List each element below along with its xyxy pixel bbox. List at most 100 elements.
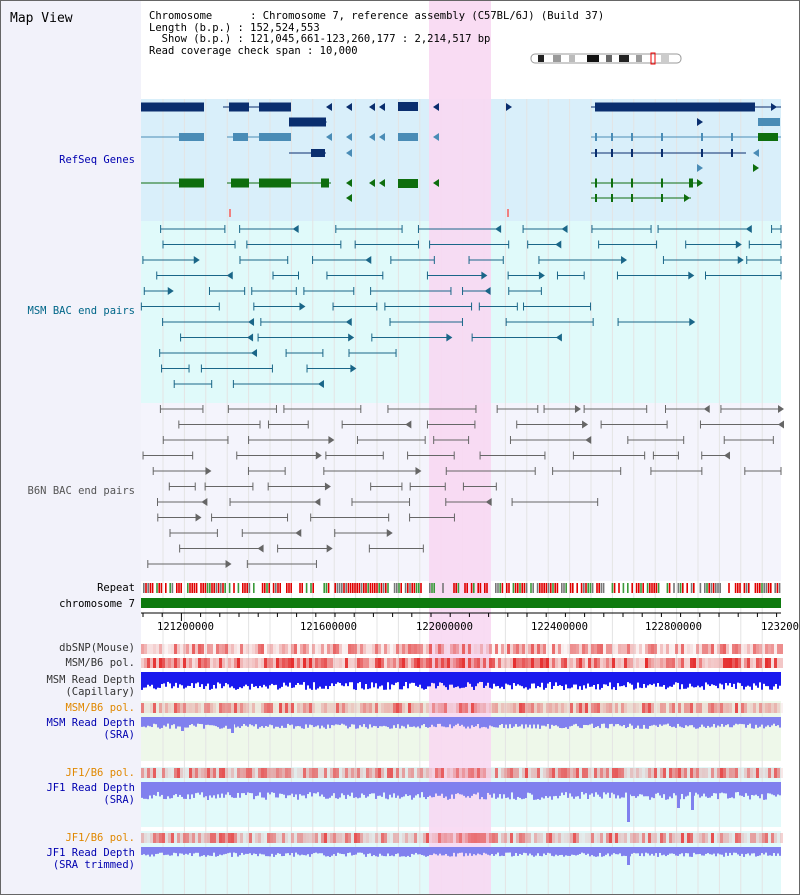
heat-cell — [753, 833, 756, 843]
depth-bar — [465, 672, 467, 687]
depth-bar — [227, 847, 229, 854]
depth-bar — [187, 717, 189, 728]
heat-cell — [633, 703, 636, 713]
depth-bar — [589, 847, 591, 857]
depth-bar — [719, 672, 721, 684]
depth-bar — [681, 782, 683, 794]
heat-cell — [357, 703, 360, 713]
label-msm-bac[interactable]: MSM BAC end pairs — [27, 305, 135, 317]
heat-cell — [612, 658, 615, 668]
depth-bar — [697, 782, 699, 795]
heat-cell — [168, 768, 171, 778]
depth-bar — [467, 717, 469, 727]
depth-bar — [333, 672, 335, 687]
depth-bar — [481, 782, 483, 798]
depth-bar — [407, 717, 409, 725]
depth-bar — [719, 717, 721, 727]
depth-bar — [391, 717, 393, 729]
heat-cell — [357, 658, 360, 668]
depth-bar — [375, 782, 377, 799]
heat-cell — [180, 644, 183, 654]
heat-cell — [522, 833, 525, 843]
depth-bar — [583, 672, 585, 686]
depth-bar — [669, 782, 671, 797]
label-refseq[interactable]: RefSeq Genes — [59, 154, 135, 166]
depth-bar — [453, 717, 455, 727]
heat-cell — [465, 644, 468, 654]
depth-bar — [355, 782, 357, 798]
depth-bar — [525, 847, 527, 854]
heat-cell — [264, 768, 267, 778]
msm-bac-track — [140, 225, 782, 388]
depth-bar — [705, 847, 707, 854]
repeat-mark — [539, 583, 541, 593]
depth-bar — [233, 672, 235, 689]
heat-cell — [750, 658, 753, 668]
depth-bar — [257, 782, 259, 796]
heat-cell — [630, 644, 633, 654]
depth-bar — [511, 672, 513, 690]
depth-bar — [579, 847, 581, 854]
gene-exon — [611, 133, 613, 141]
heat-cell — [441, 644, 444, 654]
depth-bar — [531, 847, 533, 856]
depth-bar — [631, 672, 633, 685]
depth-bar — [391, 672, 393, 685]
depth-bar — [305, 782, 307, 799]
depth-bar — [153, 782, 155, 795]
depth-bar — [567, 672, 569, 689]
depth-bar — [641, 847, 643, 854]
heat-cell — [621, 703, 624, 713]
depth-bar — [299, 782, 301, 795]
depth-bar — [195, 782, 197, 794]
heat-cell — [411, 833, 414, 843]
heat-cell — [459, 768, 462, 778]
heat-cell — [642, 644, 645, 654]
depth-bar — [357, 717, 359, 729]
heat-cell — [213, 658, 216, 668]
arrow-marker — [433, 103, 439, 111]
heat-cell — [618, 703, 621, 713]
depth-bar — [643, 672, 645, 684]
depth-bar — [433, 717, 435, 727]
heat-cell — [627, 703, 630, 713]
heat-cell — [150, 768, 153, 778]
depth-bar — [717, 782, 719, 800]
depth-bar — [577, 672, 579, 690]
heat-cell — [369, 644, 372, 654]
depth-bar — [415, 782, 417, 796]
heat-cell — [684, 658, 687, 668]
heat-cell — [291, 833, 294, 843]
heat-cell — [468, 644, 471, 654]
depth-bar — [399, 717, 401, 729]
depth-bar — [367, 717, 369, 729]
depth-bar — [325, 847, 327, 857]
heat-cell — [375, 768, 378, 778]
depth-bar — [733, 782, 735, 799]
depth-bar — [171, 672, 173, 689]
heat-cell — [660, 658, 663, 668]
label-b6n-bac[interactable]: B6N BAC end pairs — [27, 485, 135, 497]
depth-bar — [245, 782, 247, 796]
heat-cell — [285, 644, 288, 654]
depth-bar — [275, 717, 277, 727]
depth-bar — [405, 782, 407, 795]
heat-cell — [201, 768, 204, 778]
heat-cell — [351, 658, 354, 668]
depth-bar — [321, 782, 323, 795]
depth-bar — [329, 847, 331, 857]
depth-bar — [299, 847, 301, 856]
heat-cell — [447, 833, 450, 843]
depth-bar — [165, 672, 167, 687]
heat-cell — [567, 658, 570, 668]
heat-cell — [312, 644, 315, 654]
heat-cell — [585, 768, 588, 778]
depth-bar — [429, 782, 431, 796]
depth-bar — [775, 782, 777, 797]
heat-cell — [702, 768, 705, 778]
repeat-mark — [673, 583, 675, 593]
depth-bar — [441, 672, 443, 684]
depth-bar — [261, 782, 263, 798]
heat-cell — [564, 703, 567, 713]
